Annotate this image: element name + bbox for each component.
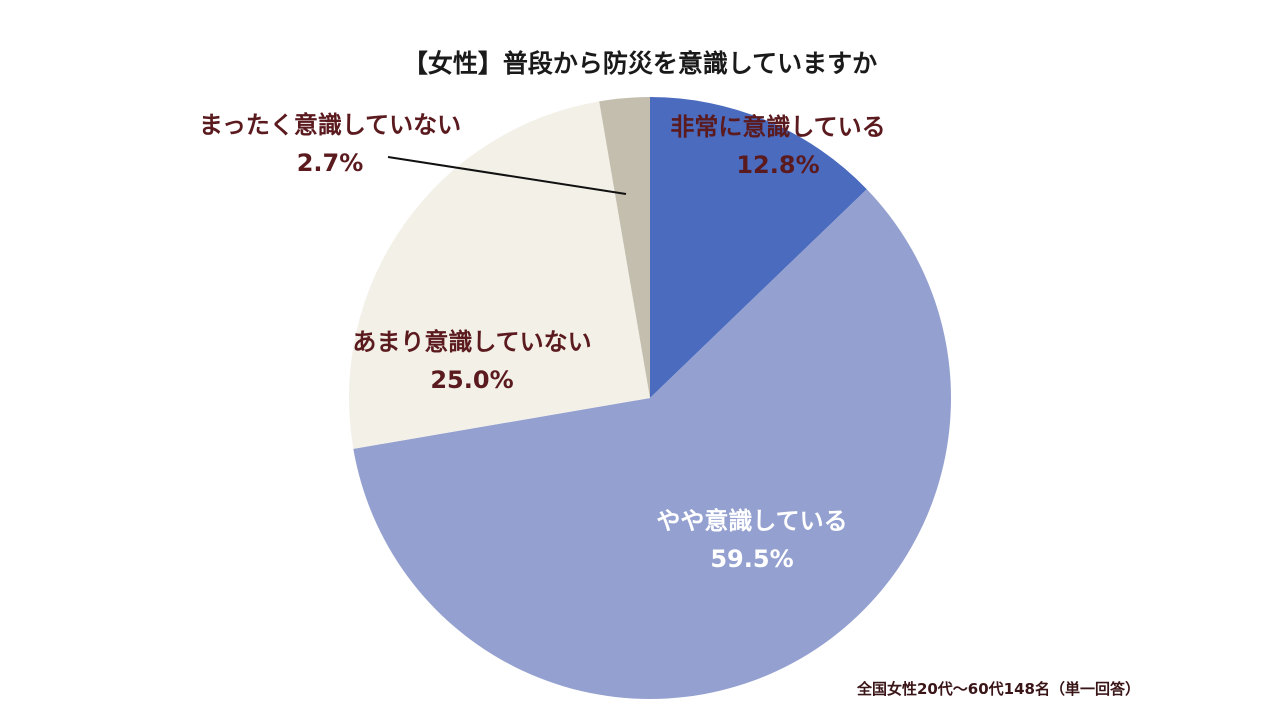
slice-value-text: 12.8% [736,151,820,179]
slice-label-text: あまり意識していない [352,328,592,356]
slice-label-text: やや意識している [656,507,848,535]
pie-slice-3 [599,97,650,398]
slice-value-text: 2.7% [296,149,364,177]
slice-value-text: 25.0% [430,366,514,394]
chart-title: 【女性】普段から防災を意識していますか [402,49,878,78]
pie-slice-0 [650,97,867,398]
slice-label-0: 非常に意識している 12.8% [670,108,885,184]
slice-label-2: あまり意識していない 25.0% [352,323,591,399]
pie-slice-1 [353,189,951,700]
slice-label-3: まったく意識していない 2.7% [199,106,461,182]
slice-label-text: まったく意識していない [198,111,462,139]
leader-line [387,156,627,195]
sample-note: 全国女性20代～60代148名（単一回答） [856,680,1140,698]
slice-value-text: 59.5% [710,545,794,573]
pie-slice-2 [349,101,650,449]
slice-label-text: 非常に意識している [670,113,886,141]
slice-label-1: やや意識している 59.5% [656,502,847,578]
